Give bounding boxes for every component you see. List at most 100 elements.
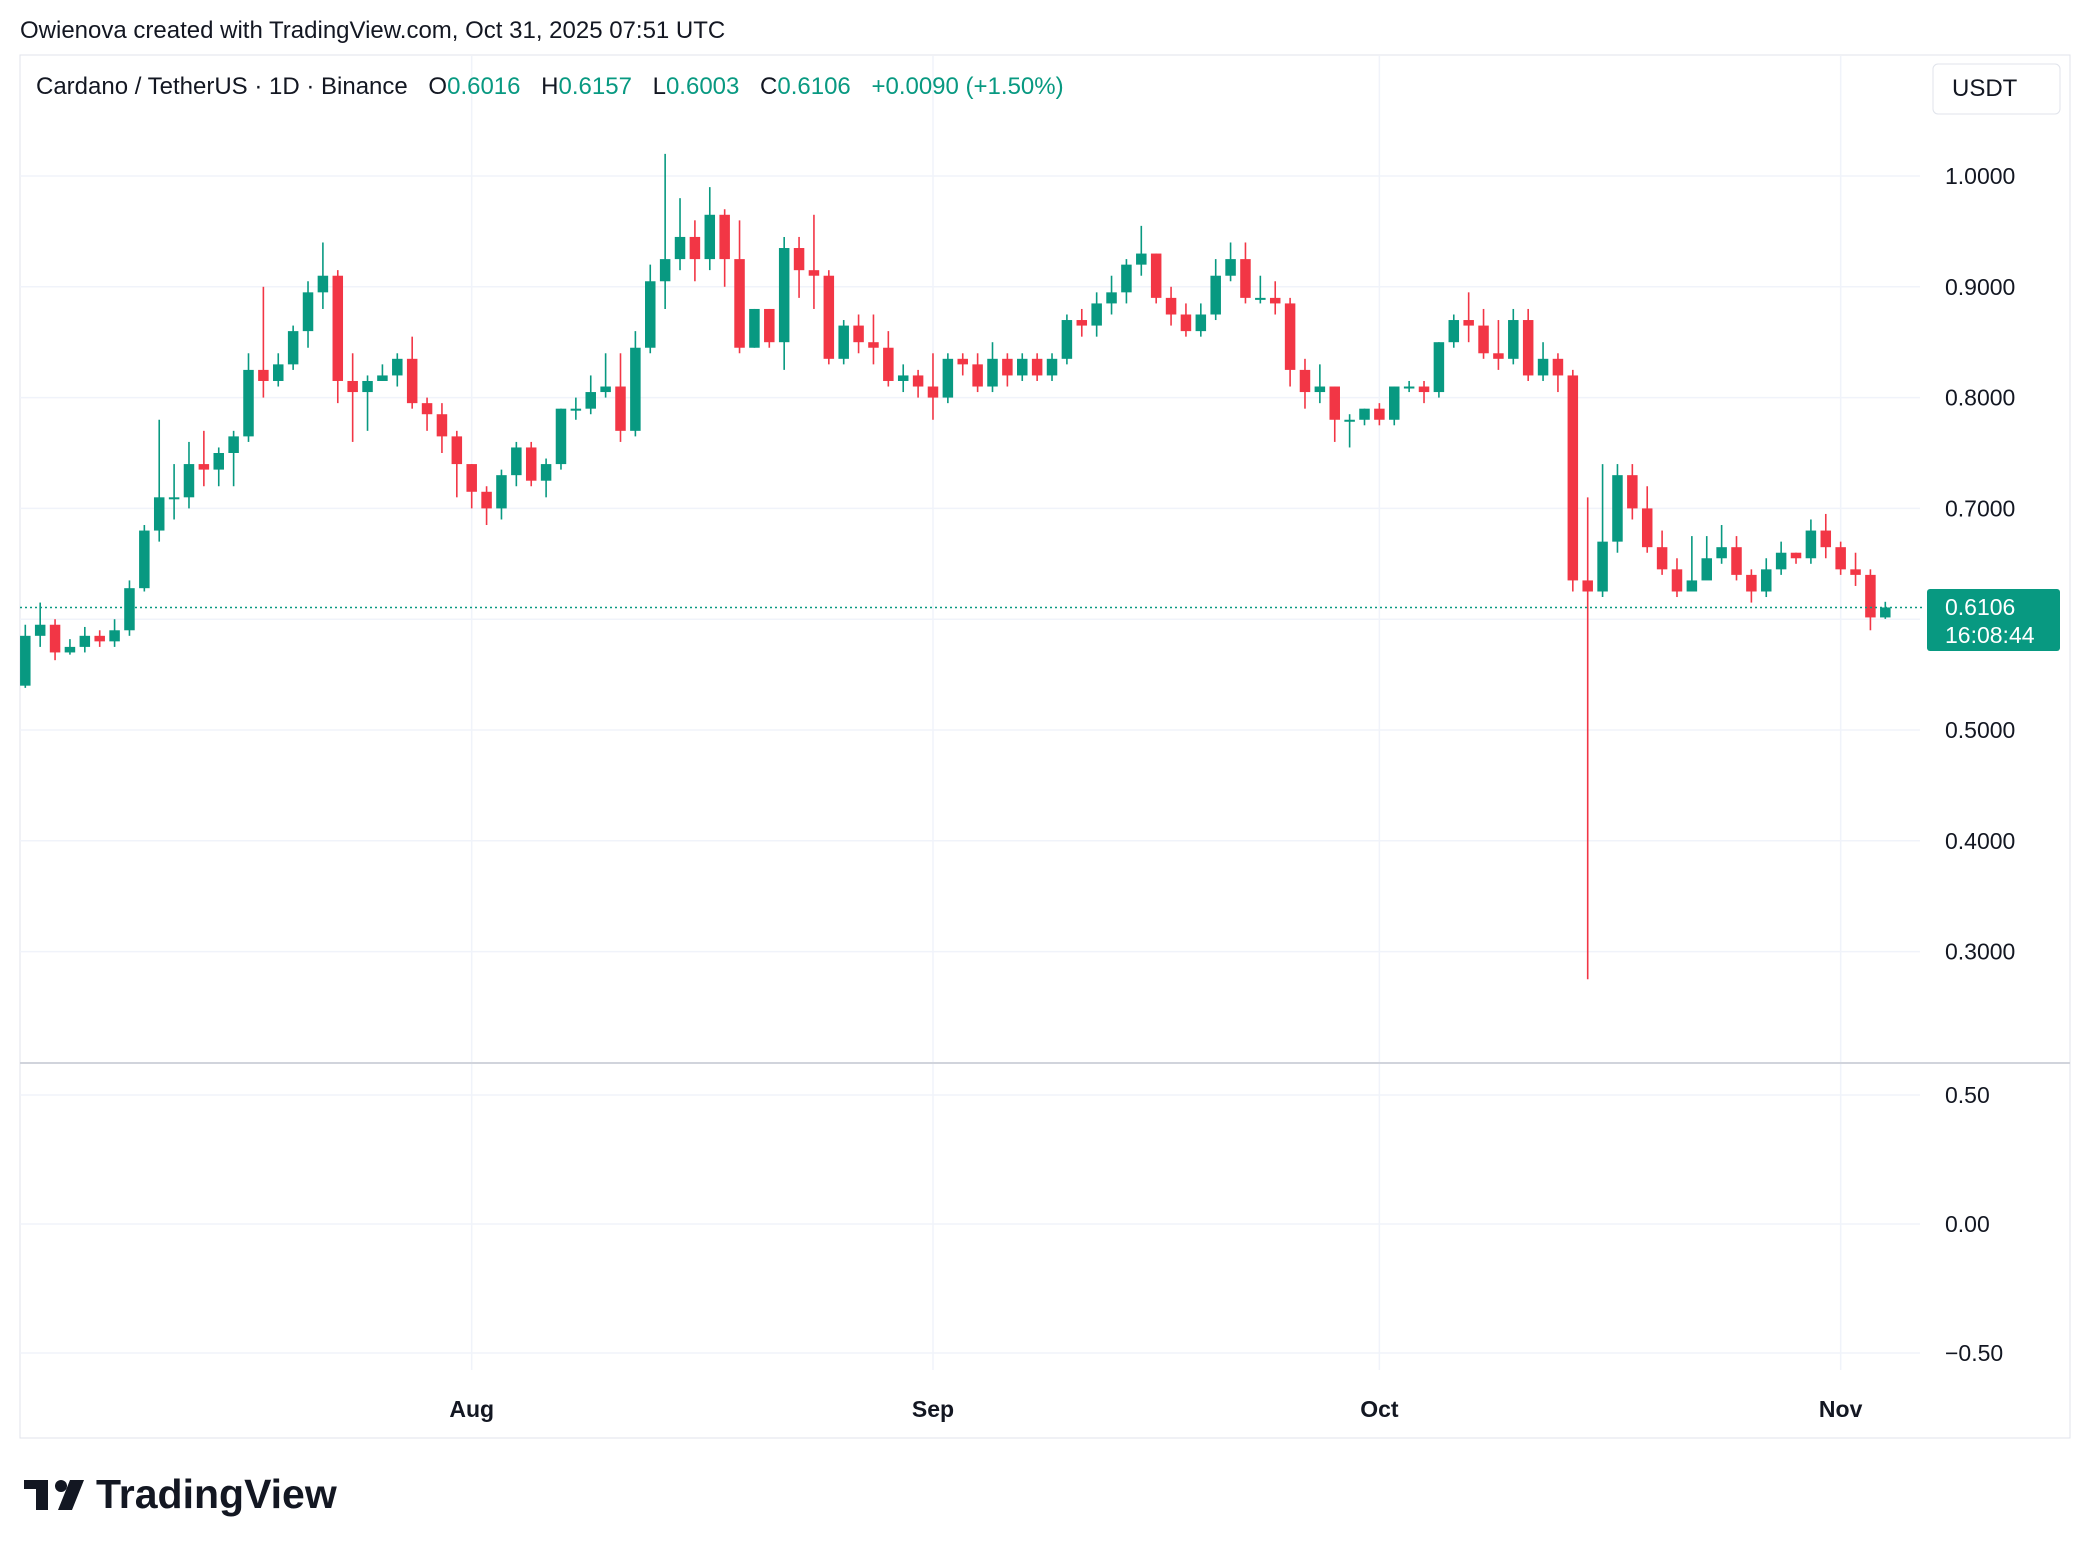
candle xyxy=(764,308,775,348)
candle-body xyxy=(79,635,91,647)
candle xyxy=(139,525,150,592)
candle xyxy=(1612,464,1623,553)
candle xyxy=(392,353,403,387)
candle-body xyxy=(645,281,656,348)
tradingview-logo[interactable]: TradingView xyxy=(24,1471,337,1517)
candle xyxy=(1850,552,1861,586)
candle-body xyxy=(34,624,46,636)
open-label: O xyxy=(428,73,447,100)
candle xyxy=(317,242,329,309)
candle-body xyxy=(1091,303,1102,326)
candle-body xyxy=(838,325,849,359)
candle-body xyxy=(317,275,329,293)
candle xyxy=(1389,386,1400,426)
candle-body xyxy=(1865,574,1876,618)
candle xyxy=(436,403,448,453)
candle-body xyxy=(674,236,686,260)
price-tick-label: 0.7000 xyxy=(1945,495,2015,521)
high-label: H xyxy=(541,73,558,100)
candle xyxy=(94,630,105,647)
candle xyxy=(1403,380,1415,393)
candle-body xyxy=(600,386,611,393)
candle-body xyxy=(1076,320,1088,326)
candle xyxy=(332,270,344,404)
candle xyxy=(570,397,582,420)
candle-body xyxy=(302,292,314,332)
candle-body xyxy=(615,386,626,431)
candle xyxy=(540,458,552,498)
candle-body xyxy=(734,259,745,348)
candle-body xyxy=(972,364,983,387)
candle xyxy=(1433,342,1445,398)
tradingview-logo-text: TradingView xyxy=(96,1471,337,1517)
candle-body xyxy=(1582,580,1593,592)
candle xyxy=(1671,558,1683,598)
candle xyxy=(79,626,91,653)
candle xyxy=(897,364,909,393)
candle xyxy=(808,214,820,309)
candle-body xyxy=(1790,552,1802,559)
candle xyxy=(1255,275,1266,304)
candle xyxy=(972,353,983,393)
low-label: L xyxy=(653,73,666,100)
candle-body xyxy=(64,646,76,653)
candle-body xyxy=(1433,342,1445,393)
indicator-axis[interactable]: 0.50 0.00 −0.50 xyxy=(1945,1082,2003,1366)
candle xyxy=(1091,292,1102,337)
candle xyxy=(1031,353,1043,381)
candle xyxy=(1284,297,1296,387)
candle xyxy=(1790,552,1802,564)
candle-body xyxy=(853,325,864,343)
candle-body xyxy=(1686,580,1698,592)
currency-button[interactable]: USDT xyxy=(1932,63,2061,115)
candle-body xyxy=(1329,386,1340,420)
candle xyxy=(868,314,879,365)
candle xyxy=(823,270,835,365)
candle xyxy=(1269,281,1281,315)
candle-body xyxy=(1017,358,1028,376)
symbol-name[interactable]: Cardano / TetherUS · 1D · Binance xyxy=(36,73,408,100)
candle-body xyxy=(1478,325,1489,354)
candle-body xyxy=(704,214,716,260)
chart-frame xyxy=(19,54,2071,1439)
candle xyxy=(1582,497,1593,980)
candle-body xyxy=(540,464,552,481)
chart-gridlines xyxy=(20,56,1920,1370)
candle xyxy=(1240,242,1251,304)
candle xyxy=(749,308,760,348)
candle xyxy=(1017,353,1028,381)
candle xyxy=(1002,353,1013,387)
candle-body xyxy=(273,364,284,381)
tradingview-logo-icon xyxy=(24,1480,84,1510)
candle-body xyxy=(1314,386,1326,393)
candle xyxy=(287,325,299,370)
candle xyxy=(481,486,492,526)
candle-body xyxy=(1389,386,1400,420)
candle-body xyxy=(1493,353,1504,359)
candle xyxy=(243,353,254,442)
candle xyxy=(1076,308,1088,337)
candle xyxy=(1716,525,1727,564)
candle-body xyxy=(1418,386,1430,393)
candle xyxy=(912,369,924,398)
candle xyxy=(1493,320,1504,370)
candle-body xyxy=(1165,297,1177,315)
candle xyxy=(1567,369,1579,592)
candle-body xyxy=(94,635,105,642)
price-tick-label: 1.0000 xyxy=(1945,163,2015,189)
candle-body xyxy=(1850,569,1861,575)
candle xyxy=(1210,259,1221,321)
candle xyxy=(1746,569,1757,603)
candle xyxy=(555,408,567,470)
candle-body xyxy=(124,588,135,631)
candle-body xyxy=(987,358,998,387)
candle-body xyxy=(1448,320,1460,343)
candle-body xyxy=(1522,320,1534,376)
indicator-tick-label: 0.00 xyxy=(1945,1211,1990,1237)
candle xyxy=(1761,558,1772,598)
candle-body xyxy=(1656,547,1668,570)
time-axis[interactable]: Aug Sep Oct Nov xyxy=(449,1396,1862,1422)
price-axis[interactable]: 1.0000 0.9000 0.8000 0.7000 0.5000 0.4000 0.30… xyxy=(1945,163,2015,965)
candle xyxy=(406,336,418,409)
